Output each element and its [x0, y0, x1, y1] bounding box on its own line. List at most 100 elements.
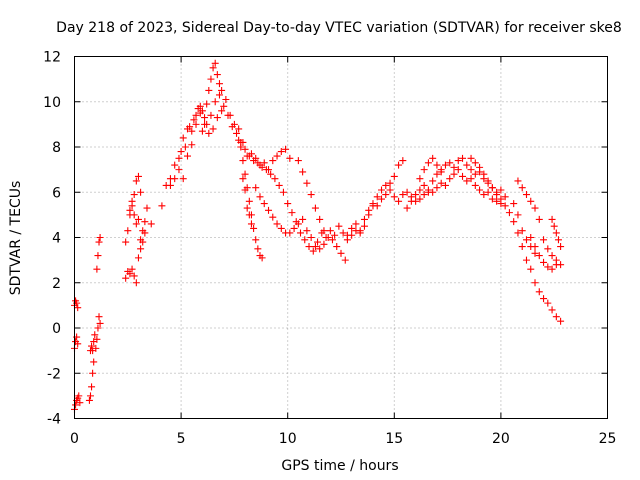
data-point	[91, 331, 99, 339]
data-point	[288, 209, 296, 217]
data-point	[220, 102, 228, 110]
series-s16	[239, 175, 255, 228]
x-axis-label: GPS time / hours	[281, 458, 398, 474]
data-point	[437, 179, 445, 187]
series-s13	[166, 95, 294, 189]
data-point	[72, 401, 80, 409]
y-tick-label: 10	[43, 95, 61, 111]
data-point	[501, 202, 509, 210]
data-point	[326, 227, 334, 235]
data-point	[518, 184, 526, 192]
data-point	[548, 265, 556, 273]
data-point	[147, 220, 155, 228]
series-s5	[86, 331, 100, 355]
data-point	[76, 399, 84, 407]
y-tick-label: 0	[52, 321, 61, 337]
data-point	[390, 193, 398, 201]
data-point	[203, 120, 211, 128]
data-point	[258, 254, 266, 262]
data-point	[126, 270, 134, 278]
x-tick-label: 15	[385, 431, 403, 447]
data-point	[454, 157, 462, 165]
data-point	[279, 188, 287, 196]
data-point	[527, 197, 535, 205]
series-s25	[510, 200, 539, 257]
data-point	[218, 107, 226, 115]
data-point	[260, 200, 268, 208]
series-s15	[235, 136, 266, 262]
x-tick-label: 25	[599, 431, 617, 447]
data-point	[548, 306, 556, 314]
data-point	[245, 211, 253, 219]
data-point	[307, 191, 315, 199]
data-point	[235, 136, 243, 144]
data-point	[544, 245, 552, 253]
data-point	[360, 215, 368, 223]
data-points	[71, 59, 565, 413]
data-point	[467, 154, 475, 162]
data-point	[303, 227, 311, 235]
data-point	[243, 204, 251, 212]
data-point	[137, 245, 145, 253]
data-point	[260, 159, 268, 167]
data-point	[467, 166, 475, 174]
data-point	[424, 159, 432, 167]
data-point	[188, 141, 196, 149]
series-s18	[294, 157, 328, 235]
data-point	[333, 243, 341, 251]
data-point	[250, 224, 258, 232]
series-s10	[126, 202, 142, 228]
data-point	[341, 256, 349, 264]
data-point	[514, 211, 522, 219]
data-point	[74, 340, 82, 348]
series-s17	[252, 184, 349, 264]
data-point	[360, 222, 368, 230]
data-point	[337, 249, 345, 257]
series-s3	[71, 333, 82, 352]
data-point	[137, 188, 145, 196]
grid-lines	[74, 56, 608, 419]
data-point	[271, 175, 279, 183]
x-tick-label: 10	[279, 431, 297, 447]
data-point	[522, 236, 530, 244]
data-point	[171, 175, 179, 183]
data-point	[390, 172, 398, 180]
data-point	[122, 238, 130, 246]
data-point	[378, 186, 386, 194]
data-point	[93, 265, 101, 273]
data-point	[90, 358, 98, 366]
data-point	[352, 220, 360, 228]
data-point	[286, 229, 294, 237]
data-point	[88, 342, 96, 350]
data-point	[548, 215, 556, 223]
data-point	[314, 238, 322, 246]
data-point	[471, 181, 479, 189]
data-point	[446, 175, 454, 183]
data-point	[505, 209, 513, 217]
data-point	[348, 231, 356, 239]
data-point	[437, 168, 445, 176]
data-point	[122, 274, 130, 282]
data-point	[130, 272, 138, 280]
data-point	[201, 114, 209, 122]
data-point	[540, 236, 548, 244]
data-point	[335, 222, 343, 230]
y-tick-labels: -4 -2 0 2 4 6 8 10 12	[43, 50, 61, 428]
data-point	[277, 224, 285, 232]
data-point	[484, 177, 492, 185]
data-point	[250, 157, 258, 165]
series-s2	[71, 297, 82, 312]
data-point	[328, 236, 336, 244]
data-point	[348, 224, 356, 232]
series-s27	[527, 234, 560, 273]
data-point	[395, 197, 403, 205]
data-point	[433, 184, 441, 192]
y-tick-label: -4	[47, 412, 61, 428]
data-point	[412, 191, 420, 199]
data-point	[510, 218, 518, 226]
data-point	[166, 181, 174, 189]
data-point	[535, 252, 543, 260]
data-point	[373, 202, 381, 210]
data-point	[540, 295, 548, 303]
